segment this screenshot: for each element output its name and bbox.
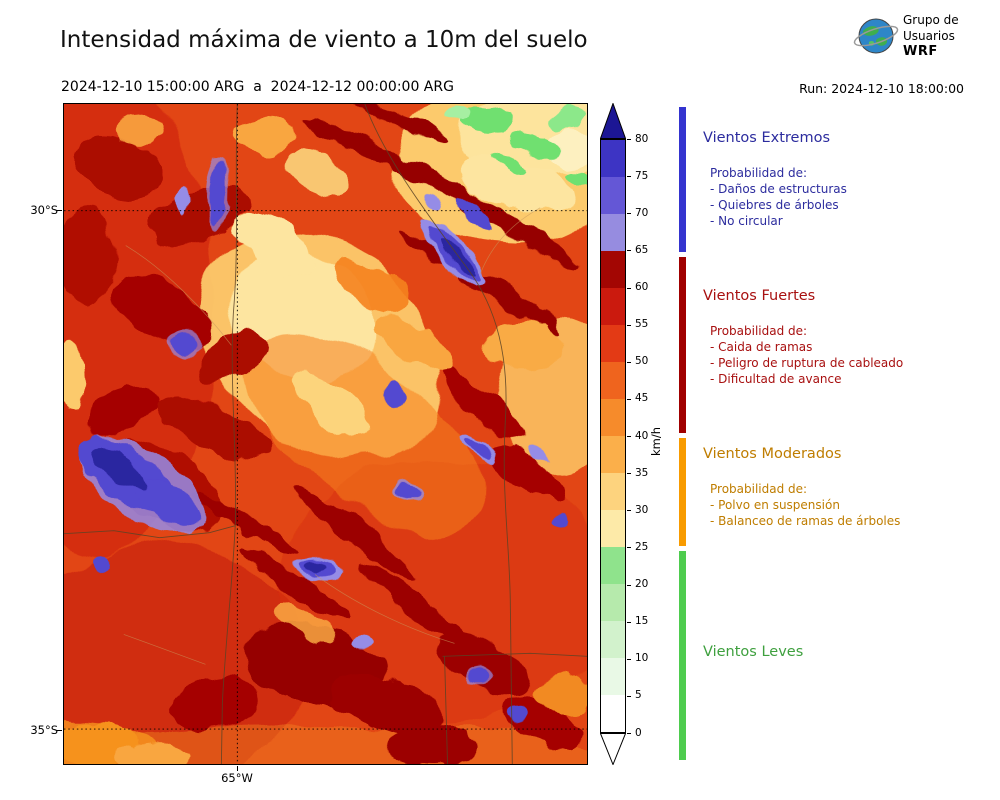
colorbar-ticks: 0 5 10 15 20 25 30 35 40 45 50 55 60 65 70 75 80: [600, 103, 648, 765]
legend-subtitle: Probabilidad de:: [710, 324, 808, 338]
colorbar-unit-label: km/h: [649, 426, 663, 456]
colorbar-segment: [601, 584, 625, 621]
legend-subtitle: Probabilidad de:: [710, 482, 808, 496]
colorbar-tick-mark: [627, 621, 631, 623]
colorbar-tick-mark: [627, 213, 631, 215]
logo-text: Grupo de Usuarios WRF: [903, 13, 959, 60]
colorbar-segment: [601, 288, 625, 325]
colorbar-tick-label: 10: [635, 652, 649, 665]
colorbar-segment: [601, 177, 625, 214]
legend-item: - Balanceo de ramas de árboles: [710, 514, 901, 528]
category-bar-extremos: [679, 107, 686, 252]
legend-item: - Dificultad de avance: [710, 372, 842, 386]
colorbar-segment: [601, 140, 625, 177]
colorbar-tick-label: 75: [635, 169, 649, 182]
colorbar-tick-mark: [627, 584, 631, 586]
colorbar-tick-mark: [627, 733, 631, 734]
logo-line-3: WRF: [903, 44, 938, 59]
extreme-wind-blobs-layer: [77, 157, 568, 723]
page-title: Intensidad máxima de viento a 10m del su…: [60, 27, 588, 53]
colorbar-tick-mark: [627, 695, 631, 697]
colorbar-tick-mark: [627, 436, 631, 437]
legend-section-fuertes: Vientos Fuertes Probabilidad de: - Caida…: [703, 288, 1000, 387]
colorbar-segment: [601, 399, 625, 436]
colorbar-tick-label: 5: [635, 689, 642, 702]
colorbar-tick-label: 55: [635, 318, 649, 331]
legend-item: - Quiebres de árboles: [710, 198, 839, 212]
colorbar-tick-mark: [627, 510, 631, 512]
colorbar-tick-mark: [627, 473, 631, 475]
colorbar-tick-mark: [627, 139, 631, 140]
colorbar-segment: [601, 251, 625, 288]
model-run-text: Run: 2024-12-10 18:00:00: [799, 81, 964, 96]
colorbar-tick-label: 15: [635, 615, 649, 628]
colorbar-tick-label: 40: [635, 429, 649, 442]
colorbar-segment: [601, 695, 625, 732]
colorbar-tick-mark: [627, 324, 631, 326]
legend-title: Vientos Leves: [703, 644, 804, 660]
colorbar-segment: [601, 621, 625, 658]
logo-line-2: Usuarios: [903, 28, 955, 43]
colorbar-body: [600, 139, 626, 733]
colorbar-tick-mark: [627, 176, 631, 178]
colorbar-tick-label: 60: [635, 281, 649, 293]
colorbar-tick-label: 45: [635, 392, 649, 405]
colorbar-segment: [601, 436, 625, 473]
colorbar-segment: [601, 547, 625, 584]
legend-section-extremos: Vientos Extremos Probabilidad de: - Daño…: [703, 130, 1000, 229]
colorbar-tick-label: 30: [635, 503, 649, 516]
legend-subtitle: Probabilidad de:: [710, 166, 808, 180]
colorbar-tick-label: 70: [635, 206, 649, 219]
lon-tick-mark-65w: [237, 766, 238, 771]
wrf-globe-logo-icon: [852, 12, 900, 60]
lat-label-35s: 35°S: [30, 723, 58, 737]
department-borders: [123, 207, 541, 665]
category-bar-leves: [679, 551, 686, 760]
colorbar-tick-mark: [627, 658, 631, 660]
lat-label-30s: 30°S: [30, 203, 58, 217]
colorbar-over-arrow: [599, 102, 627, 143]
colorbar-tick-label: 0: [635, 726, 642, 739]
colorbar-tick-label: 25: [635, 540, 649, 553]
legend-title: Vientos Extremos: [703, 130, 831, 146]
colorbar-segment: [601, 510, 625, 547]
lat-tick-mark-30s: [57, 210, 62, 211]
colorbar-tick-mark: [627, 287, 631, 289]
colorbar-segment: [601, 658, 625, 695]
colorbar-tick-label: 50: [635, 355, 649, 368]
colorbar-segment: [601, 325, 625, 362]
colorbar-segment: [601, 473, 625, 510]
legend-section-moderados: Vientos Moderados Probabilidad de: - Pol…: [703, 446, 1000, 529]
colorbar-tick-label: 20: [635, 578, 649, 590]
colorbar-tick-label: 80: [635, 132, 649, 145]
wind-field-map: [64, 104, 587, 764]
wind-map-frame: [63, 103, 588, 765]
colorbar-segment: [601, 362, 625, 399]
colorbar-tick-mark: [627, 250, 631, 252]
colorbar: 0 5 10 15 20 25 30 35 40 45 50 55 60 65 70 75 80: [599, 102, 648, 766]
lat-tick-mark-35s: [57, 730, 62, 731]
lon-label-65w: 65°W: [221, 771, 253, 785]
legend-item: - Peligro de ruptura de cableado: [710, 356, 904, 370]
colorbar-tick-mark: [627, 547, 631, 549]
legend-item: - Polvo en suspensión: [710, 498, 840, 512]
legend-title: Vientos Moderados: [703, 446, 842, 462]
legend-section-leves: Vientos Leves: [703, 644, 1000, 679]
legend-title: Vientos Fuertes: [703, 288, 816, 304]
province-borders: [64, 104, 587, 764]
category-bar-moderados: [679, 438, 686, 546]
colorbar-tick-label: 35: [635, 466, 649, 479]
valid-period-text: 2024-12-10 15:00:00 ARG a 2024-12-12 00:…: [61, 79, 454, 95]
colorbar-tick-mark: [627, 361, 631, 363]
colorbar-segment: [601, 214, 625, 251]
colorbar-tick-label: 65: [635, 243, 649, 256]
category-bar-fuertes: [679, 257, 686, 433]
legend-item: - Caida de ramas: [710, 340, 813, 354]
colorbar-tick-mark: [627, 398, 631, 400]
legend-item: - Daños de estructuras: [710, 182, 847, 196]
colorbar-under-arrow: [599, 733, 627, 769]
logo-line-1: Grupo de: [903, 13, 959, 27]
legend-item: - No circular: [710, 214, 783, 228]
